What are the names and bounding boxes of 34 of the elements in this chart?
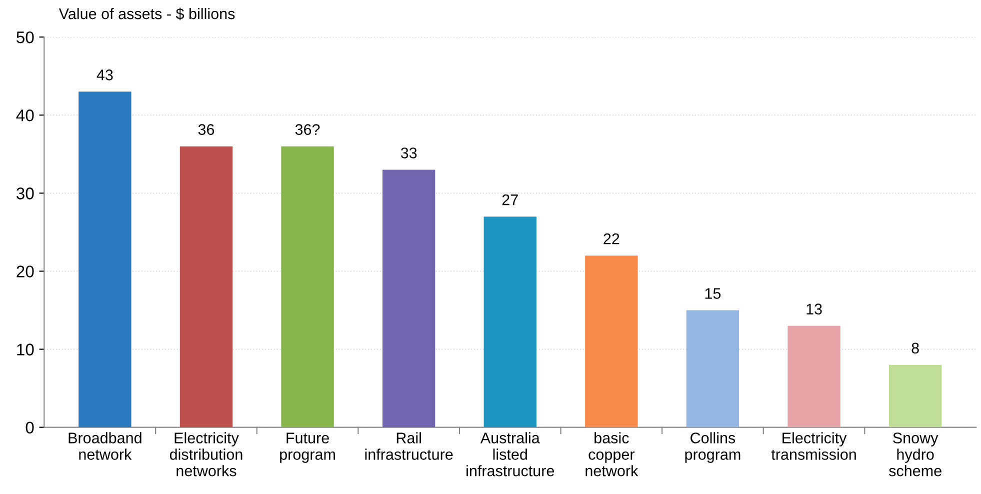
y-tick-label: 0 — [26, 422, 34, 434]
y-tick-label: 40 — [16, 110, 34, 122]
y-tick-label: 30 — [16, 188, 34, 200]
data-label: 36 — [198, 124, 214, 135]
x-tick-label: Collins program — [685, 432, 740, 463]
bar — [78, 92, 132, 428]
data-label: 27 — [502, 194, 518, 206]
bar — [788, 326, 840, 428]
bar — [382, 170, 436, 428]
data-label: 22 — [604, 233, 620, 244]
y-tick-label: 20 — [16, 266, 34, 278]
x-tick-label: Electricity transmission — [771, 432, 856, 460]
bar — [484, 216, 536, 428]
data-label: 15 — [705, 288, 721, 299]
data-label: 8 — [912, 342, 919, 354]
x-tick-label: Rail infrastructure — [365, 432, 453, 460]
x-tick-label: Electricity distribution networks — [170, 432, 242, 476]
bar — [281, 146, 334, 428]
data-label: 33 — [400, 148, 417, 158]
x-tick-label: Australia listed infrastructure — [466, 432, 554, 476]
x-tick-label: Broadband network — [68, 432, 142, 460]
bar — [585, 256, 638, 428]
y-tick-label: 10 — [17, 344, 34, 356]
bar — [888, 364, 942, 428]
data-label: 36? — [295, 124, 320, 135]
data-label: 43 — [96, 70, 113, 80]
y-tick-label: 50 — [16, 31, 34, 44]
bar — [686, 310, 740, 428]
data-label: 13 — [806, 304, 822, 314]
x-tick-label: Future program — [280, 432, 335, 463]
y-axis-title: Value of assets - $ billions — [58, 8, 235, 20]
bar — [180, 146, 233, 428]
x-tick-label: Snowy hydro scheme — [888, 432, 942, 476]
x-tick-label: basic copper network — [586, 432, 638, 476]
